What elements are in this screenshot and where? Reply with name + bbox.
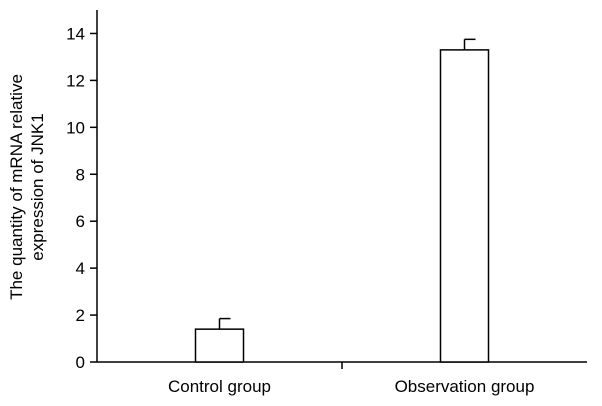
y-axis-title-line-2: expression of JNK1 xyxy=(28,113,47,260)
x-axis-ticks: Control group Observation group xyxy=(168,362,534,396)
error-bars xyxy=(218,38,476,330)
y-axis-title: The quantity of mRNA relative expression… xyxy=(7,74,47,300)
x-tick-label: Control group xyxy=(168,377,271,396)
y-tick-label: 12 xyxy=(66,71,85,90)
y-axis-title-line-1: The quantity of mRNA relative xyxy=(7,74,26,300)
bar xyxy=(439,49,490,363)
y-axis-ticks: 0 2 4 6 8 10 12 14 xyxy=(66,24,97,372)
y-tick-label: 6 xyxy=(76,212,85,231)
y-tick-label: 0 xyxy=(76,353,85,372)
bars xyxy=(194,49,490,363)
axes xyxy=(96,10,587,363)
y-tick-label: 10 xyxy=(66,118,85,137)
x-tick-label: Observation group xyxy=(395,377,535,396)
y-tick-label: 14 xyxy=(66,24,85,43)
y-tick-label: 2 xyxy=(76,306,85,325)
y-tick-label: 4 xyxy=(76,259,85,278)
bar xyxy=(194,328,245,363)
y-tick-label: 8 xyxy=(76,165,85,184)
